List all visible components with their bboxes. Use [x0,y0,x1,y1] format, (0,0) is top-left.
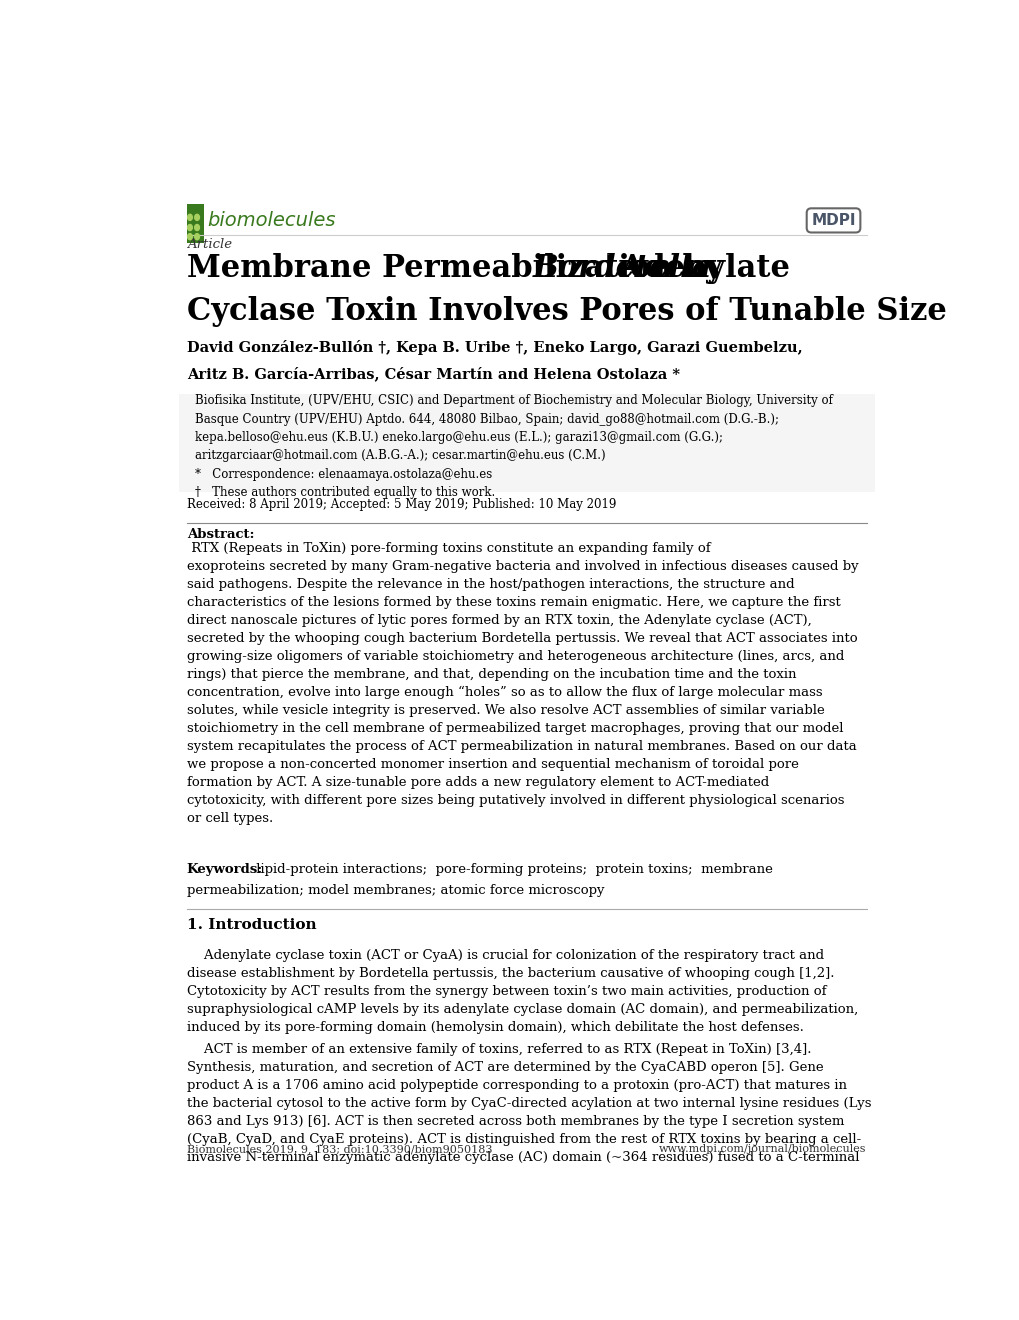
Text: Biomolecules 2019, 9, 183; doi:10.3390/biom9050183: Biomolecules 2019, 9, 183; doi:10.3390/b… [186,1144,492,1155]
Text: Keywords:: Keywords: [186,863,263,876]
Circle shape [195,224,200,231]
Text: Cyclase Toxin Involves Pores of Tunable Size: Cyclase Toxin Involves Pores of Tunable … [186,296,946,327]
FancyBboxPatch shape [178,395,873,492]
Text: David González-Bullón †, Kepa B. Uribe †, Eneko Largo, Garazi Guembelzu,: David González-Bullón †, Kepa B. Uribe †… [186,339,802,355]
Circle shape [187,234,193,240]
Circle shape [195,234,200,240]
Text: *   Correspondence: elenaamaya.ostolaza@ehu.es: * Correspondence: elenaamaya.ostolaza@eh… [195,467,491,480]
Text: Membrane Permeabilization by: Membrane Permeabilization by [186,253,732,284]
Circle shape [187,224,193,231]
Text: Bordetella: Bordetella [532,253,711,284]
Text: Adenylate cyclase toxin (ACT or CyaA) is crucial for colonization of the respira: Adenylate cyclase toxin (ACT or CyaA) is… [186,949,857,1034]
Text: aritzgarciaar@hotmail.com (A.B.G.-A.); cesar.martin@ehu.eus (C.M.): aritzgarciaar@hotmail.com (A.B.G.-A.); c… [195,449,604,462]
Text: permeabilization; model membranes; atomic force microscopy: permeabilization; model membranes; atomi… [186,884,603,898]
Text: MDPI: MDPI [810,213,855,228]
Circle shape [195,214,200,220]
Text: lipid-protein interactions;  pore-forming proteins;  protein toxins;  membrane: lipid-protein interactions; pore-forming… [252,863,772,876]
Text: ACT is member of an extensive family of toxins, referred to as RTX (Repeat in To: ACT is member of an extensive family of … [186,1043,870,1164]
Text: kepa.belloso@ehu.eus (K.B.U.) eneko.largo@ehu.eus (E.L.); garazi13@gmail.com (G.: kepa.belloso@ehu.eus (K.B.U.) eneko.larg… [195,430,722,444]
Circle shape [187,214,193,220]
Text: Abstract:: Abstract: [186,528,254,540]
Text: 1. Introduction: 1. Introduction [186,917,316,932]
Text: Received: 8 April 2019; Accepted: 5 May 2019; Published: 10 May 2019: Received: 8 April 2019; Accepted: 5 May … [186,498,615,511]
FancyBboxPatch shape [186,205,204,243]
Text: RTX (Repeats in ToXin) pore-forming toxins constitute an expanding family of
exo: RTX (Repeats in ToXin) pore-forming toxi… [186,541,858,825]
Text: www.mdpi.com/journal/biomolecules: www.mdpi.com/journal/biomolecules [658,1144,866,1155]
Text: Adenylate: Adenylate [609,253,789,284]
Text: biomolecules: biomolecules [207,211,335,230]
Text: Aritz B. García-Arribas, César Martín and Helena Ostolaza *: Aritz B. García-Arribas, César Martín an… [186,366,679,381]
Text: Biofisika Institute, (UPV/EHU, CSIC) and Department of Biochemistry and Molecula: Biofisika Institute, (UPV/EHU, CSIC) and… [195,395,832,408]
Text: †   These authors contributed equally to this work.: † These authors contributed equally to t… [195,486,494,499]
Text: Basque Country (UPV/EHU) Aptdo. 644, 48080 Bilbao, Spain; david_go88@hotmail.com: Basque Country (UPV/EHU) Aptdo. 644, 480… [195,413,777,425]
Text: Article: Article [186,238,231,251]
